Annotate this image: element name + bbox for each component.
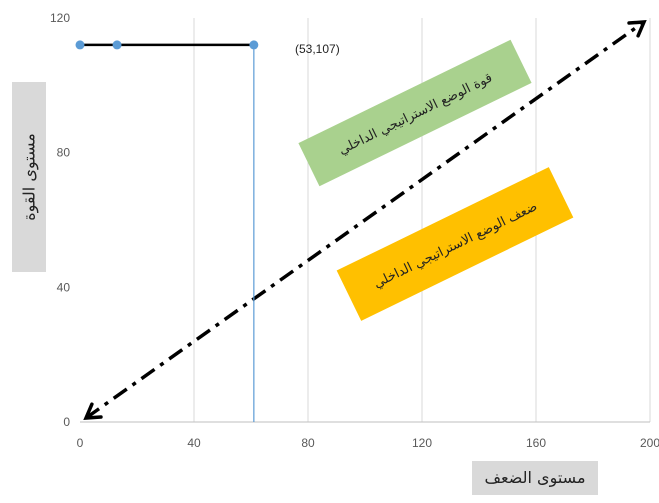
x-tick-label: 0 [77,436,84,450]
x-tick-label: 200 [640,436,659,450]
y-tick-label: 120 [50,11,70,25]
point-annotation: (53,107) [295,42,340,56]
y-tick-label: 40 [57,280,71,294]
data-point [112,40,122,50]
x-tick-label: 160 [526,436,546,450]
grid-lines [193,18,651,422]
weakness-region: ضعف الوضع الاستراتيجي الداخلي [336,167,574,321]
y-tick-label: 80 [57,146,71,160]
x-tick-labels: 0 40 80 120 160 200 [77,436,659,450]
strength-region-box [298,39,532,187]
x-axis-label: مستوى الضعف [484,468,586,487]
data-point [75,40,85,50]
diagonal-line [83,20,647,420]
diagonal-arrowhead [83,402,103,420]
diagonal-dash-dot-line [84,20,646,420]
weakness-region-box [336,167,574,321]
strength-region: قوة الوضع الاستراتيجي الداخلي [298,39,532,187]
y-tick-labels: 0 40 80 120 [50,11,70,429]
data-point [249,40,259,50]
x-tick-label: 40 [187,436,201,450]
x-tick-label: 120 [412,436,432,450]
x-tick-label: 80 [301,436,315,450]
y-axis-label: مستوى القوة [19,133,39,221]
series [75,40,259,422]
x-axis-label-box: مستوى الضعف [472,461,598,495]
diagonal-arrowhead [627,20,647,38]
y-tick-label: 0 [63,415,70,429]
y-axis-label-box [12,82,46,272]
